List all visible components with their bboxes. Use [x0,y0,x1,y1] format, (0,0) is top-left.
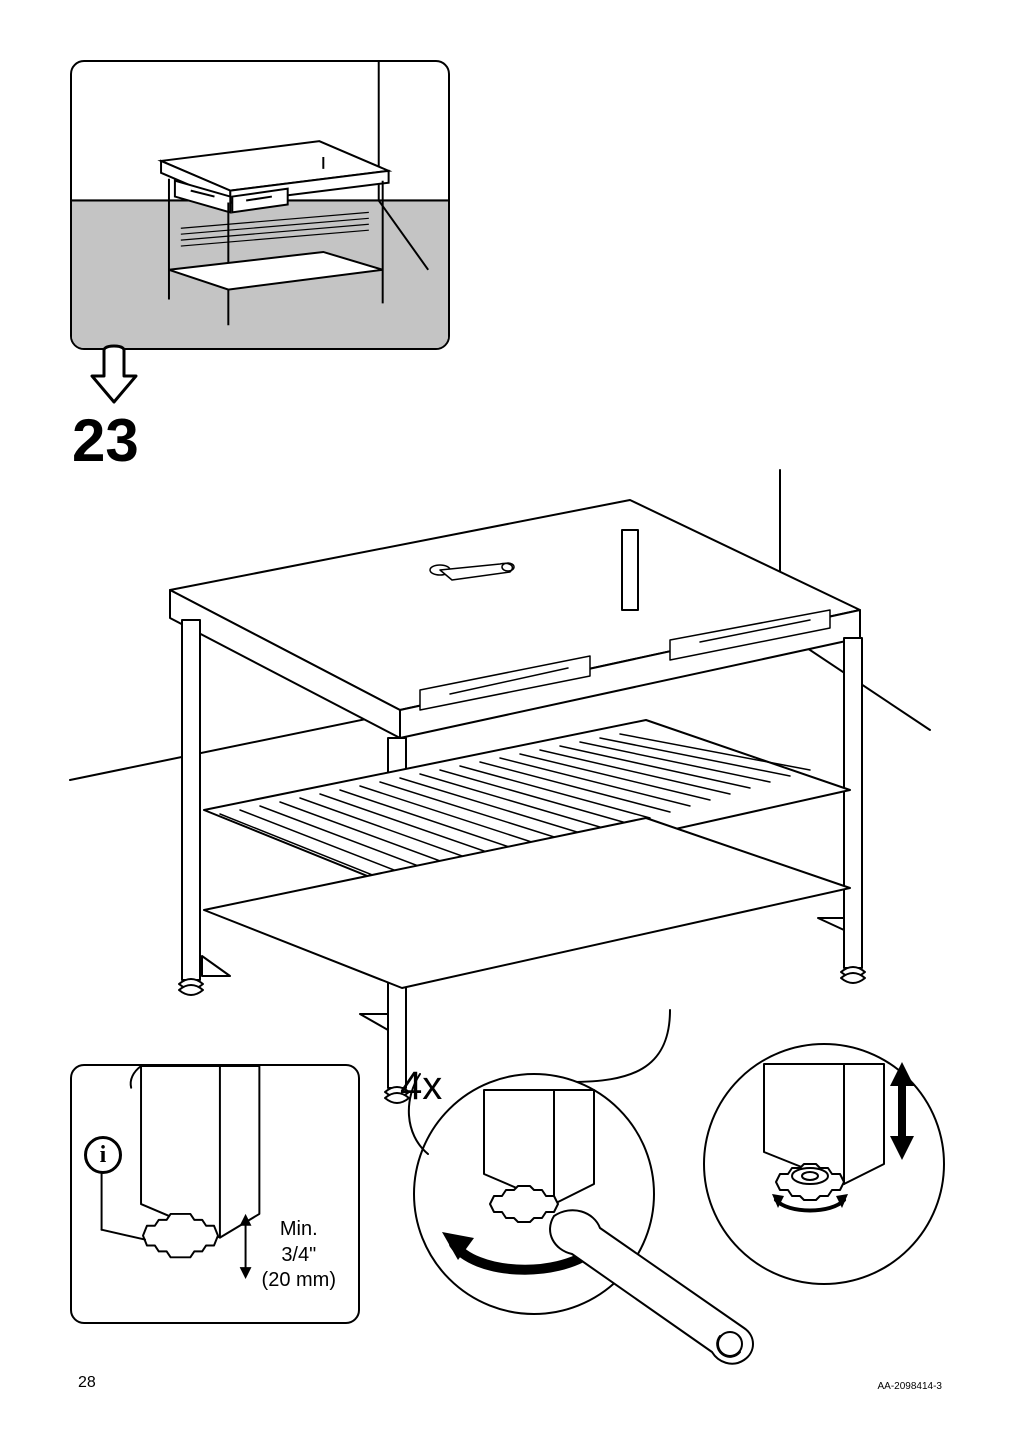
assembly-instruction-page: 23 [0,0,1012,1432]
min-imperial: 3/4" [281,1244,316,1266]
min-label: Min. [280,1218,318,1240]
info-panel: i Min. 3/4" (20 mm) [70,1064,360,1324]
reference-illustration [72,62,448,349]
footer-page-number: 28 [78,1374,96,1392]
reference-panel [70,60,450,350]
detail-callouts [404,1044,964,1384]
down-arrow-icon [90,346,138,406]
footer-doc-ref: AA-2098414-3 [878,1381,943,1392]
main-illustration [110,470,930,1110]
step-number: 23 [72,406,139,475]
min-dimension-text: Min. 3/4" (20 mm) [262,1217,336,1294]
min-metric: (20 mm) [262,1269,336,1291]
